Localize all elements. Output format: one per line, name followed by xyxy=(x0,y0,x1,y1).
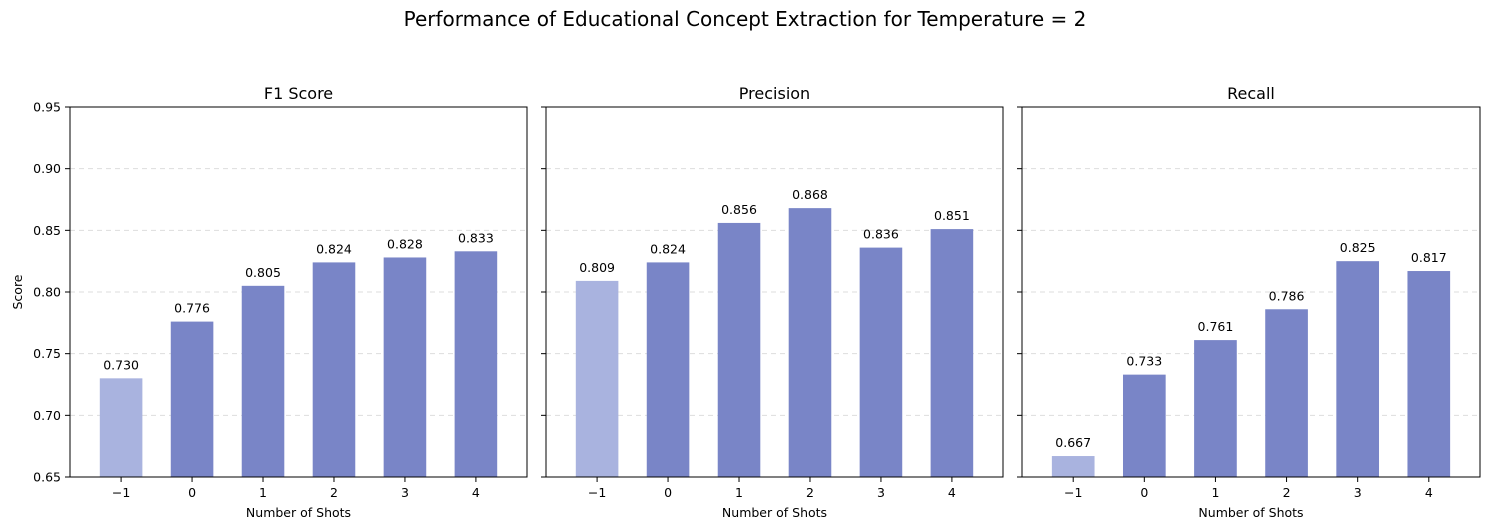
x-tick-label: 2 xyxy=(330,485,338,500)
x-tick-label: −1 xyxy=(112,485,130,500)
bar xyxy=(383,257,427,477)
y-tick-label: 0.75 xyxy=(33,346,61,361)
bar-value-label: 0.761 xyxy=(1198,319,1234,334)
x-tick-label: 4 xyxy=(472,485,480,500)
bar xyxy=(99,378,143,477)
bar-value-label: 0.836 xyxy=(863,227,899,242)
bar xyxy=(1194,340,1237,477)
bar-value-label: 0.851 xyxy=(934,208,970,223)
x-tick-label: −1 xyxy=(1064,485,1082,500)
x-tick-label: 3 xyxy=(401,485,409,500)
x-tick-label: 3 xyxy=(1354,485,1362,500)
y-tick-label: 0.90 xyxy=(33,161,61,176)
x-tick-label: 0 xyxy=(188,485,196,500)
bar xyxy=(1407,271,1451,477)
x-tick-label: 1 xyxy=(735,485,743,500)
x-tick-label: 4 xyxy=(1425,485,1433,500)
x-axis-label: Number of Shots xyxy=(722,505,827,520)
bar-value-label: 0.817 xyxy=(1411,250,1447,265)
bar xyxy=(170,321,214,477)
bar-value-label: 0.733 xyxy=(1126,354,1162,369)
bar xyxy=(312,262,356,477)
x-tick-label: 2 xyxy=(1283,485,1291,500)
y-tick-label: 0.65 xyxy=(33,470,61,485)
panel-f1-score: 0.730 0.776 0.805 0.824 0.828 0.833 0.65 0.70 0.… xyxy=(10,84,528,520)
x-tick-label: 2 xyxy=(806,485,814,500)
bar xyxy=(859,247,903,477)
bar-value-label: 0.825 xyxy=(1340,240,1376,255)
y-tick-label: 0.70 xyxy=(33,408,61,423)
x-tick-label: 4 xyxy=(948,485,956,500)
bar-value-label: 0.856 xyxy=(721,202,757,217)
panel-title: Precision xyxy=(739,84,810,103)
panel-precision: 0.809 0.824 0.856 0.868 0.836 0.851 −1 0 1 2 3 4 Pre… xyxy=(541,84,1004,520)
bar-value-label: 0.730 xyxy=(103,357,139,372)
bar xyxy=(575,280,619,477)
panel-title: Recall xyxy=(1227,84,1275,103)
y-tick-label: 0.95 xyxy=(33,100,61,115)
bar-value-label: 0.824 xyxy=(316,241,352,256)
bar-value-label: 0.824 xyxy=(650,241,686,256)
x-axis-label: Number of Shots xyxy=(246,505,351,520)
bar xyxy=(788,208,832,477)
bar xyxy=(1336,261,1380,477)
bar xyxy=(454,251,498,477)
bar xyxy=(1265,309,1308,477)
bar-value-label: 0.786 xyxy=(1269,288,1305,303)
bar xyxy=(1122,374,1166,477)
panel-title: F1 Score xyxy=(264,84,333,103)
x-tick-label: 1 xyxy=(1211,485,1219,500)
bar-value-label: 0.776 xyxy=(174,301,210,316)
panel-recall: 0.667 0.733 0.761 0.786 0.825 0.817 −1 0 1 2 3 4 Rec… xyxy=(1017,84,1481,520)
bar xyxy=(930,229,974,477)
bar-value-label: 0.828 xyxy=(387,236,423,251)
x-tick-label: −1 xyxy=(588,485,606,500)
y-tick-label: 0.80 xyxy=(33,285,61,300)
panels: 0.730 0.776 0.805 0.824 0.828 0.833 0.65 0.70 0.… xyxy=(10,84,1481,520)
bar xyxy=(241,285,285,477)
x-tick-label: 3 xyxy=(877,485,885,500)
bar xyxy=(1051,456,1095,477)
x-tick-label: 0 xyxy=(1140,485,1148,500)
x-tick-label: 0 xyxy=(664,485,672,500)
bar xyxy=(717,222,761,477)
bar-value-label: 0.833 xyxy=(458,230,494,245)
bar-value-label: 0.809 xyxy=(579,260,615,275)
x-axis-label: Number of Shots xyxy=(1198,505,1303,520)
chart-title: Performance of Educational Concept Extra… xyxy=(404,7,1087,31)
y-axis-label: Score xyxy=(10,274,25,309)
y-tick-label: 0.85 xyxy=(33,223,61,238)
x-tick-label: 1 xyxy=(259,485,267,500)
bar-value-label: 0.868 xyxy=(792,187,828,202)
bar xyxy=(646,262,690,477)
bar-value-label: 0.805 xyxy=(245,265,281,280)
bar-value-label: 0.667 xyxy=(1055,435,1091,450)
